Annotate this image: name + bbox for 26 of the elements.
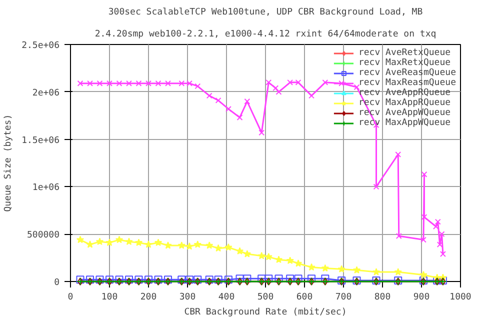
- legend-label: recv MaxReasmQueue: [358, 78, 456, 88]
- legend-label: recv MaxRetxQueue: [358, 58, 451, 68]
- legend-label: recv AveRetxQueue: [358, 48, 451, 58]
- chart-title: 300sec ScalableTCP Web100tune, UDP CBR Background Load, MB: [108, 8, 423, 18]
- x-tick-label: 800: [374, 292, 391, 302]
- x-tick-label: 200: [140, 292, 157, 302]
- y-tick-label: 1.5e+06: [22, 136, 60, 146]
- y-tick-label: 2.5e+06: [22, 41, 60, 51]
- x-tick-label: 300: [179, 292, 196, 302]
- x-tick-label: 100: [101, 292, 118, 302]
- x-tick-label: 600: [296, 292, 313, 302]
- x-tick-label: 900: [413, 292, 430, 302]
- x-tick-label: 1000: [450, 292, 472, 302]
- y-tick-label: 500000: [26, 230, 60, 241]
- x-axis-title: CBR Background Rate (mbit/sec): [184, 308, 347, 318]
- x-tick-label: 700: [335, 292, 352, 302]
- chart-subtitle: 2.4.20smp web100-2.2.1, e1000-4.4.12 rxint 64/64moderate on txq: [94, 30, 436, 40]
- x-tick-label: 500: [257, 292, 274, 302]
- legend-label: recv AveAppRQueue: [358, 88, 451, 98]
- x-tick-label: 400: [218, 292, 235, 302]
- x-tick-label: 0: [68, 292, 74, 302]
- y-tick-label: 0: [54, 278, 60, 288]
- legend-label: recv AveReasmQueue: [358, 68, 456, 78]
- y-tick-label: 2e+06: [32, 88, 60, 98]
- y-axis-title: Queue Size (bytes): [4, 114, 14, 212]
- y-tick-label: 1e+06: [32, 183, 60, 194]
